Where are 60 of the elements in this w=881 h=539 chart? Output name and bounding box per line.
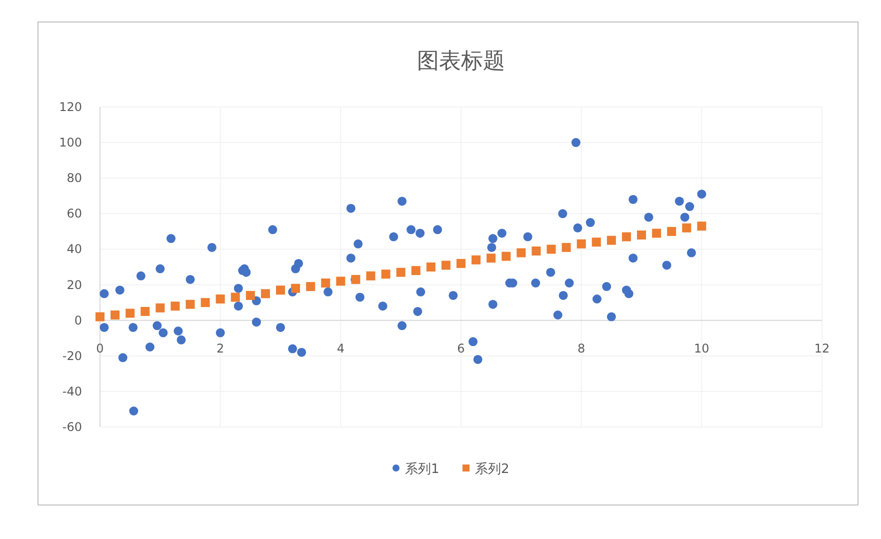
point: [637, 230, 646, 240]
legend-label: 系列2: [475, 462, 510, 477]
point: [472, 255, 481, 264]
point: [532, 246, 541, 256]
y-tick-label: 20: [66, 278, 82, 292]
point: [156, 303, 165, 312]
point: [276, 286, 285, 295]
y-tick-label: 0: [74, 313, 82, 328]
x-tick-label: 10: [694, 341, 710, 356]
point: [96, 312, 104, 322]
point: [306, 282, 316, 292]
point: [140, 306, 150, 316]
point: [486, 254, 496, 263]
point: [230, 292, 240, 302]
point: [200, 298, 210, 308]
point: [110, 310, 120, 320]
point: [396, 268, 406, 277]
chart-title: 图表标题: [417, 49, 505, 74]
point: [336, 276, 346, 286]
y-tick-label: -60: [62, 420, 82, 434]
point: [576, 239, 586, 248]
legend-label: 系列1: [405, 462, 440, 477]
point: [126, 308, 135, 318]
point: [411, 266, 420, 276]
y-tick-label: 60: [66, 206, 82, 221]
x-tick-label: 2: [216, 341, 224, 356]
x-tick-label: 0: [96, 341, 104, 356]
point: [516, 248, 526, 258]
y-tick-label: -20: [62, 348, 82, 363]
y-tick-label: 120: [59, 100, 82, 114]
point: [606, 236, 616, 245]
point: [381, 270, 390, 279]
point: [562, 242, 571, 252]
point: [186, 300, 195, 309]
point: [321, 278, 330, 288]
point: [652, 228, 662, 238]
point: [441, 260, 450, 270]
point: [291, 284, 300, 293]
point: [246, 290, 255, 300]
x-tick-label: 4: [336, 341, 344, 356]
point: [216, 294, 225, 304]
point: [667, 226, 676, 236]
y-tick-label: 40: [66, 242, 82, 256]
y-tick-label: -40: [62, 384, 82, 398]
point: [426, 262, 436, 272]
x-tick-label: 12: [814, 341, 830, 356]
point: [682, 223, 692, 232]
point: [502, 252, 511, 261]
point: [592, 238, 601, 247]
point: [170, 302, 180, 311]
point: [366, 271, 376, 280]
point: [456, 258, 466, 268]
point: [546, 244, 556, 254]
x-tick-label: 8: [578, 341, 586, 356]
y-tick-label: 100: [59, 136, 82, 150]
x-tick-label: 6: [457, 341, 465, 356]
point: [622, 232, 631, 242]
point: [697, 222, 706, 231]
y-tick-label: 80: [66, 171, 82, 186]
point: [260, 289, 270, 298]
